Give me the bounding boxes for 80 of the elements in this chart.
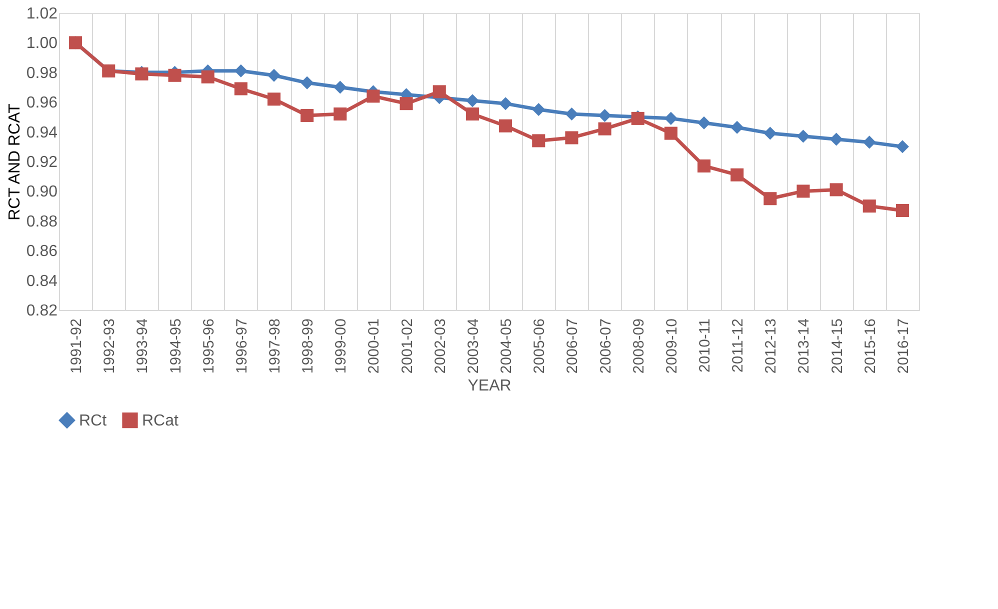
x-tick-label: 2000-01 (366, 318, 383, 374)
y-tick-label: 1.00 (26, 35, 58, 52)
point (466, 94, 479, 108)
y-tick-label: 0.96 (26, 94, 58, 112)
point (267, 68, 281, 82)
point (697, 116, 711, 130)
x-tick-label: 1998-99 (300, 318, 317, 374)
point (432, 85, 446, 98)
y-tick-label: 0.94 (26, 124, 58, 142)
point (764, 192, 777, 206)
point (565, 107, 578, 120)
point (664, 126, 678, 140)
y-tick-label: 0.92 (26, 154, 58, 171)
y-axis-title: RCT AND RCAT (6, 103, 24, 220)
point (598, 108, 612, 122)
x-tick-label: 2004-05 (498, 318, 516, 374)
point (532, 134, 546, 148)
y-tick-label: 0.86 (26, 243, 58, 260)
x-tick-label: 1993-94 (134, 318, 152, 374)
x-axis-title: YEAR (468, 378, 512, 395)
point (598, 122, 612, 136)
x-tick-label: 2012-13 (762, 318, 780, 374)
point (234, 82, 248, 96)
y-tick-label: 0.90 (26, 184, 58, 201)
x-tick-label: 2005-06 (531, 318, 548, 374)
x-tick-label: 2006-07 (597, 318, 614, 374)
x-tick-label: 2014-15 (828, 318, 846, 374)
point (896, 204, 909, 218)
x-tick-label: 2013-14 (796, 318, 813, 374)
legend-label: RCt (79, 412, 108, 430)
x-tick-label: 2016-17 (894, 318, 912, 374)
point (267, 92, 281, 106)
x-tick-label: 2003-04 (464, 318, 482, 374)
y-tick-label: 1.02 (26, 6, 58, 22)
x-tick-label: 2006-07 (564, 318, 582, 374)
point (796, 184, 810, 198)
point (532, 103, 546, 116)
point (300, 108, 314, 122)
point (168, 68, 182, 82)
x-tick-label: 2010-11 (696, 318, 714, 372)
point (300, 76, 314, 90)
point (400, 97, 413, 110)
point (796, 130, 810, 143)
x-tick-label: 2001-02 (398, 318, 416, 374)
point (499, 97, 512, 110)
y-tick-label: 0.84 (26, 272, 58, 290)
x-tick-label: 2011-12 (730, 318, 747, 372)
point (664, 112, 678, 125)
point (830, 183, 843, 196)
point (862, 136, 876, 149)
y-tick-label: 0.82 (26, 302, 58, 320)
point (730, 168, 744, 182)
point (334, 80, 347, 94)
x-tick-label: 2002-03 (432, 318, 449, 374)
point (466, 107, 479, 120)
legend-label: RCat (142, 412, 180, 430)
x-tick-label: 1994-95 (167, 318, 184, 374)
point (862, 200, 876, 213)
point (730, 120, 744, 134)
y-tick-label: 0.98 (26, 64, 58, 82)
x-tick-label: 1991-92 (68, 318, 86, 374)
x-tick-label: 1997-98 (266, 318, 284, 374)
point (334, 107, 347, 120)
x-tick-label: 1995-96 (200, 318, 218, 374)
point (499, 119, 512, 132)
x-tick-label: 2008-09 (630, 318, 648, 374)
point (234, 64, 248, 78)
y-tick-label: 0.88 (26, 213, 58, 230)
x-tick-label: 2015-16 (862, 318, 879, 374)
point (764, 126, 777, 140)
point (697, 159, 711, 172)
point (366, 90, 380, 103)
x-tick-label: 1992-93 (101, 318, 118, 374)
point (896, 140, 909, 154)
point (201, 70, 214, 84)
x-tick-label: 1999-00 (332, 318, 350, 374)
point (565, 131, 578, 144)
x-tick-label: 2009-10 (663, 318, 680, 374)
point (830, 132, 843, 146)
x-tick-label: 1996-97 (233, 318, 250, 374)
